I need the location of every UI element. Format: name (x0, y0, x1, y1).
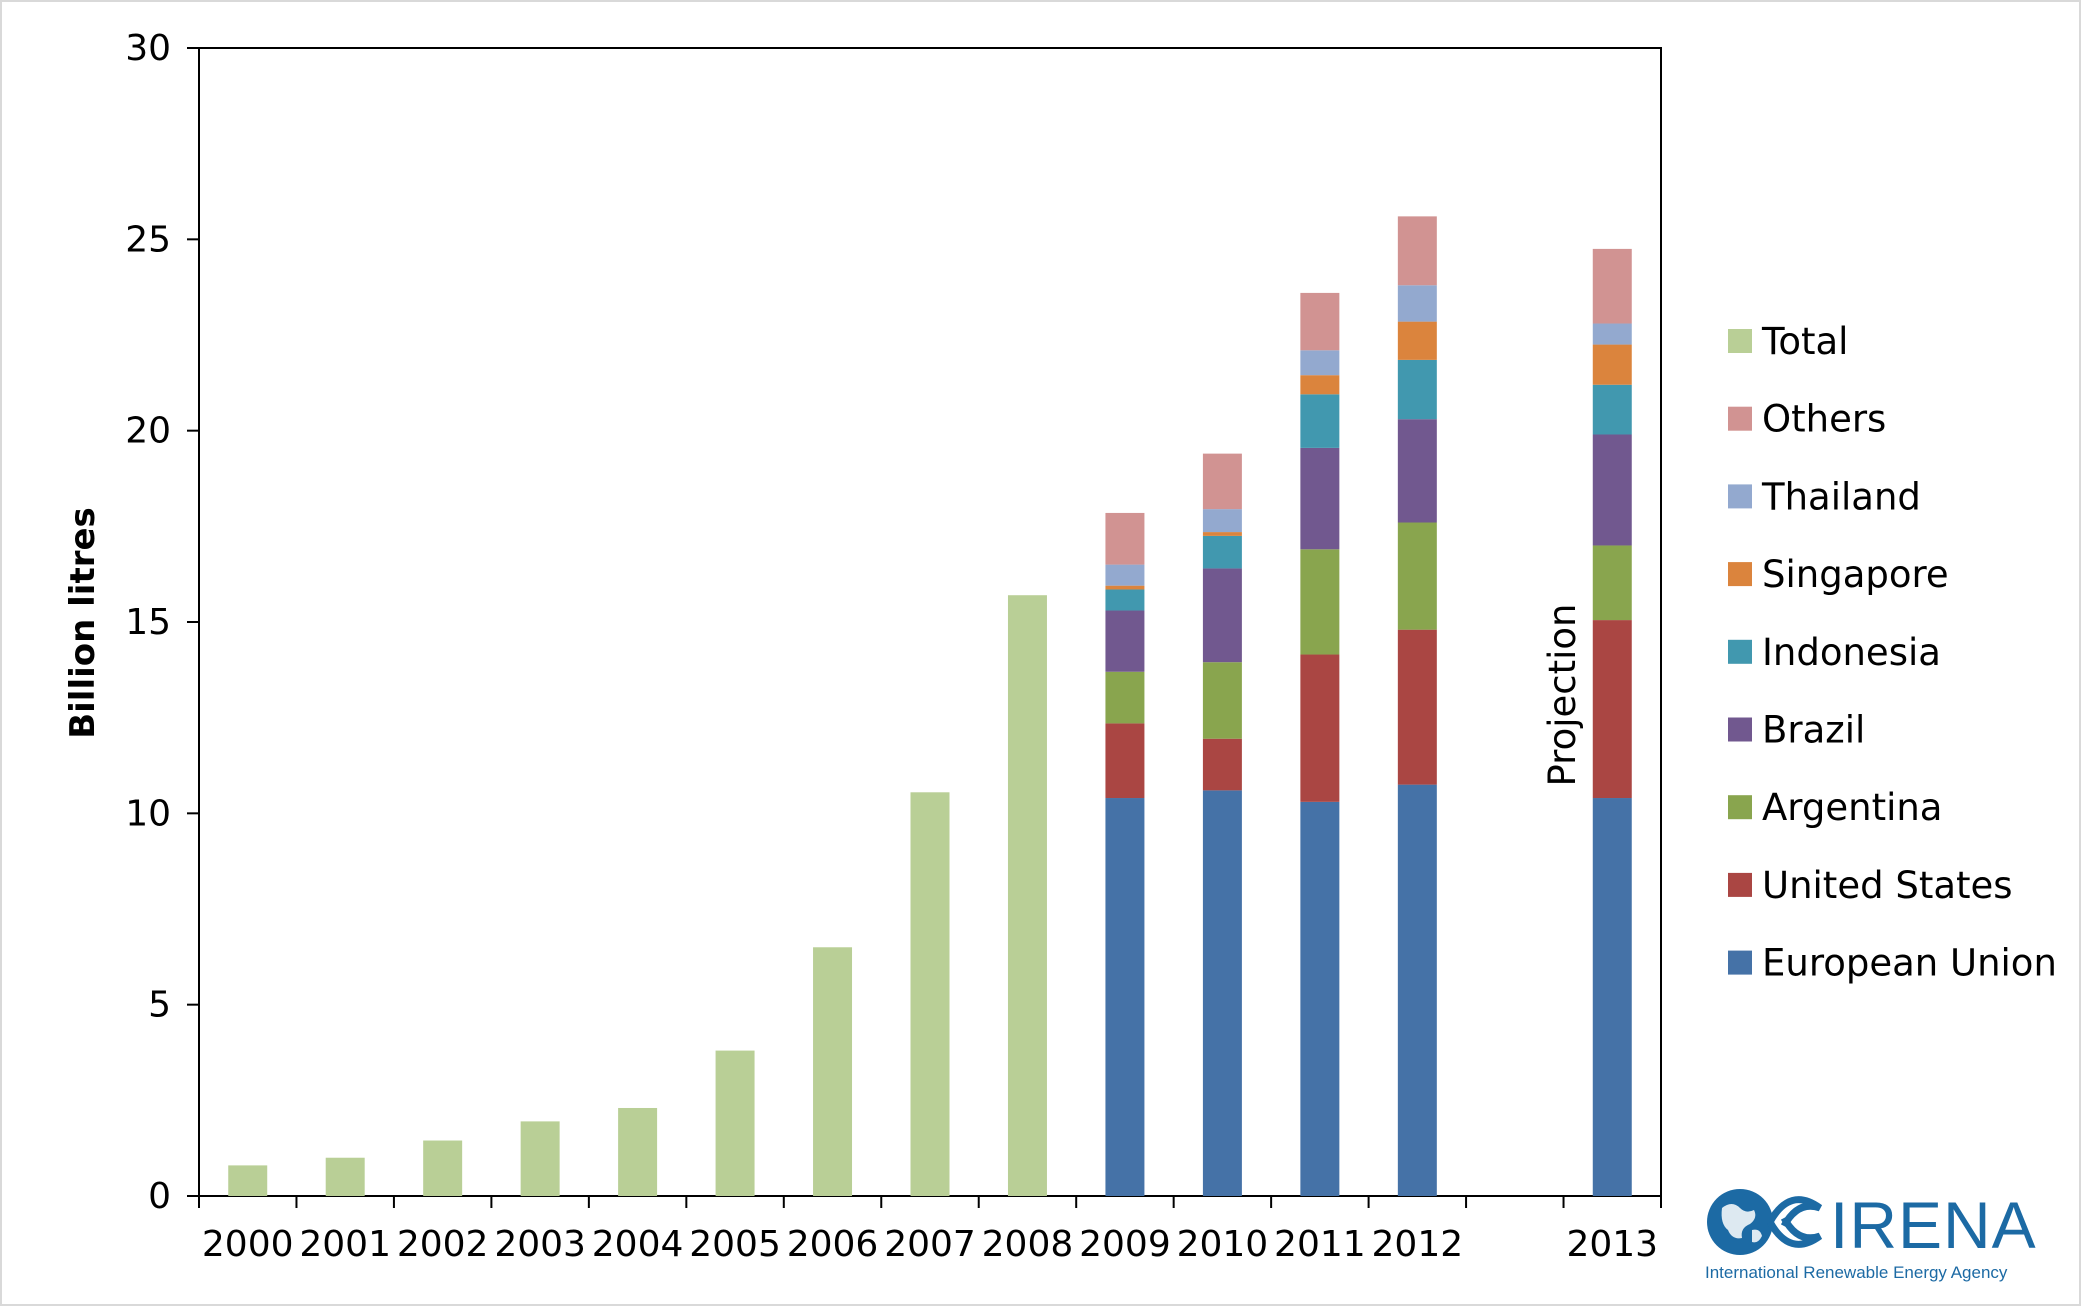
bar-total (520, 1121, 560, 1196)
bar-others (1592, 248, 1632, 324)
bar-indonesia (1202, 535, 1242, 569)
x-tick-label: 2005 (689, 1224, 781, 1265)
bar-singapore (1105, 585, 1145, 590)
legend-swatch-total (1728, 329, 1752, 353)
bar-total (228, 1165, 268, 1196)
legend-swatch-argentina (1728, 795, 1752, 820)
bar-united-states (1592, 620, 1632, 799)
bar-singapore (1300, 375, 1340, 395)
irena-globe-icon (1707, 1189, 1823, 1255)
bar-others (1397, 216, 1437, 286)
bar-indonesia (1397, 359, 1437, 420)
bar-thailand (1202, 509, 1242, 533)
y-tick-label: 20 (125, 411, 171, 452)
bar-argentina (1592, 545, 1632, 621)
y-tick-label: 30 (125, 28, 171, 69)
bar-brazil (1592, 434, 1632, 546)
legend-label-european-union: European Union (1762, 942, 2057, 985)
logo-wordmark: IRENA (1830, 1188, 2037, 1262)
y-tick-label: 25 (125, 219, 171, 260)
bar-others (1202, 453, 1242, 510)
legend-swatch-indonesia (1728, 639, 1752, 664)
bars-layer (228, 216, 1632, 1196)
bar-total (325, 1157, 365, 1196)
bar-european-union (1300, 801, 1340, 1196)
bar-brazil (1397, 419, 1437, 523)
x-tick-label: 2003 (494, 1224, 586, 1265)
bar-thailand (1105, 564, 1145, 586)
bar-european-union (1105, 798, 1145, 1196)
x-tick-label: 2006 (787, 1224, 879, 1265)
legend-swatch-thailand (1728, 484, 1752, 509)
bar-argentina (1300, 549, 1340, 655)
bar-united-states (1300, 654, 1340, 802)
x-tick-label: 2007 (884, 1224, 976, 1265)
legend-swatch-brazil (1728, 717, 1752, 742)
bar-singapore (1202, 532, 1242, 536)
legend-label-total: Total (1761, 320, 1848, 363)
bar-united-states (1397, 629, 1437, 785)
bar-brazil (1202, 568, 1242, 663)
bar-indonesia (1105, 589, 1145, 611)
y-axis-title: Billion litres (63, 507, 103, 739)
bar-total (618, 1107, 658, 1196)
bar-united-states (1202, 738, 1242, 791)
logo-subtitle: International Renewable Energy Agency (1705, 1263, 2008, 1282)
irena-logo: IRENA International Renewable Energy Age… (1705, 1188, 2037, 1282)
x-tick-label: 2013 (1566, 1224, 1658, 1265)
bar-indonesia (1592, 384, 1632, 435)
bar-total (423, 1140, 463, 1196)
legend-swatch-united-states (1728, 872, 1752, 897)
legend-label-united-states: United States (1762, 864, 2013, 907)
bar-european-union (1202, 790, 1242, 1196)
legend-swatch-european-union (1728, 950, 1752, 975)
legend-label-thailand: Thailand (1761, 475, 1921, 518)
bar-european-union (1397, 784, 1437, 1196)
y-tick-label: 5 (148, 985, 171, 1026)
x-tick-label: 2010 (1177, 1224, 1269, 1265)
bar-singapore (1592, 344, 1632, 385)
bar-argentina (1397, 522, 1437, 630)
x-tick-label: 2012 (1372, 1224, 1464, 1265)
bar-indonesia (1300, 394, 1340, 448)
y-tick-label: 15 (125, 602, 171, 643)
x-tick-label: 2008 (982, 1224, 1074, 1265)
legend-swatch-singapore (1728, 562, 1752, 587)
bar-european-union (1592, 798, 1632, 1196)
x-tick-label: 2002 (397, 1224, 489, 1265)
bar-total (715, 1050, 755, 1196)
x-tick-label: 2001 (299, 1224, 391, 1265)
bar-argentina (1105, 671, 1145, 724)
legend-label-singapore: Singapore (1762, 553, 1949, 596)
bar-united-states (1105, 723, 1145, 799)
legend-swatch-others (1728, 406, 1752, 431)
bar-others (1300, 292, 1340, 351)
bar-thailand (1300, 350, 1340, 376)
bar-others (1105, 512, 1145, 565)
x-tick-label: 2000 (202, 1224, 294, 1265)
x-tick-label: 2009 (1079, 1224, 1171, 1265)
bar-total (1007, 595, 1047, 1196)
x-tick-label: 2004 (592, 1224, 684, 1265)
axes-layer: 0 5 10 15 20 25 30 2000 2001 2002 2003 2004 2005 2006… (125, 28, 1662, 1265)
bar-thailand (1592, 323, 1632, 345)
projection-annotation: Projection (1541, 604, 1584, 787)
bar-singapore (1397, 321, 1437, 360)
bar-brazil (1300, 447, 1340, 550)
legend: Total Others Thailand Singapore Indonesia Bra… (1728, 320, 2057, 985)
y-tick-label: 0 (148, 1176, 171, 1217)
y-tick-label: 10 (125, 793, 171, 834)
legend-label-others: Others (1762, 398, 1886, 441)
bar-total (910, 792, 950, 1196)
bar-brazil (1105, 610, 1145, 672)
bar-argentina (1202, 662, 1242, 739)
bar-total (813, 947, 853, 1196)
bar-thailand (1397, 285, 1437, 322)
legend-label-argentina: Argentina (1762, 786, 1942, 829)
legend-label-brazil: Brazil (1762, 709, 1865, 752)
legend-label-indonesia: Indonesia (1762, 631, 1941, 674)
x-tick-label: 2011 (1274, 1224, 1366, 1265)
